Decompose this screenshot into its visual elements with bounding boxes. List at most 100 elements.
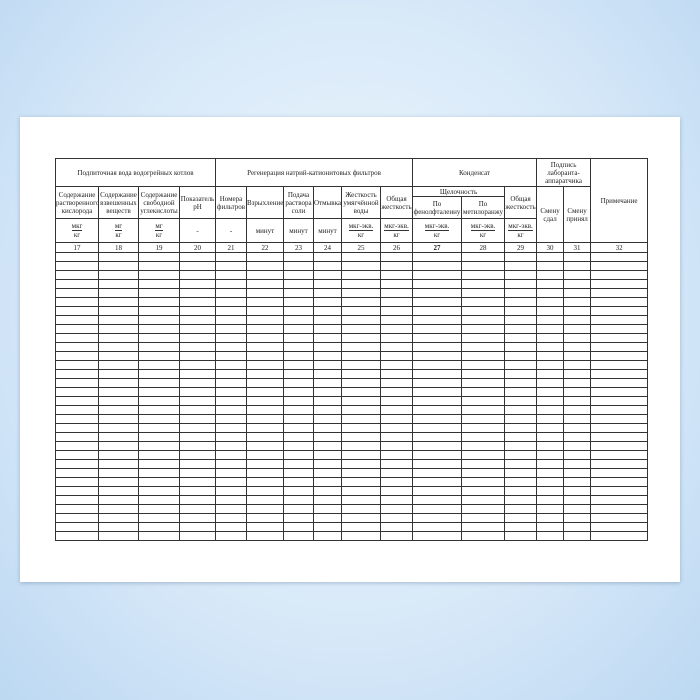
data-cell[interactable]: [98, 486, 139, 496]
data-cell[interactable]: [536, 423, 565, 433]
data-cell[interactable]: [179, 495, 216, 505]
data-cell[interactable]: [283, 360, 314, 370]
data-cell[interactable]: [138, 252, 180, 262]
data-cell[interactable]: [461, 486, 506, 496]
data-cell[interactable]: [179, 315, 216, 325]
data-cell[interactable]: [313, 477, 342, 487]
data-cell[interactable]: [412, 297, 463, 307]
data-cell[interactable]: [412, 450, 463, 460]
data-cell[interactable]: [246, 414, 284, 424]
data-cell[interactable]: [283, 297, 314, 307]
data-cell[interactable]: [504, 297, 538, 307]
data-cell[interactable]: [55, 531, 99, 541]
data-cell[interactable]: [536, 252, 565, 262]
data-cell[interactable]: [179, 504, 216, 514]
data-cell[interactable]: [590, 297, 649, 307]
data-cell[interactable]: [98, 279, 139, 289]
data-cell[interactable]: [461, 423, 506, 433]
data-cell[interactable]: [138, 450, 180, 460]
data-cell[interactable]: [283, 279, 314, 289]
data-cell[interactable]: [590, 531, 649, 541]
data-cell[interactable]: [138, 369, 180, 379]
data-cell[interactable]: [313, 342, 342, 352]
data-cell[interactable]: [283, 486, 314, 496]
data-cell[interactable]: [98, 288, 139, 298]
data-cell[interactable]: [313, 360, 342, 370]
data-cell[interactable]: [341, 477, 381, 487]
data-cell[interactable]: [55, 513, 99, 523]
data-cell[interactable]: [412, 468, 463, 478]
data-cell[interactable]: [536, 315, 565, 325]
data-cell[interactable]: [536, 414, 565, 424]
data-cell[interactable]: [461, 378, 506, 388]
data-cell[interactable]: [246, 405, 284, 415]
data-cell[interactable]: [55, 369, 99, 379]
data-cell[interactable]: [341, 459, 381, 469]
data-cell[interactable]: [246, 333, 284, 343]
data-cell[interactable]: [215, 531, 247, 541]
data-cell[interactable]: [461, 387, 506, 397]
data-cell[interactable]: [563, 423, 592, 433]
data-cell[interactable]: [215, 450, 247, 460]
data-cell[interactable]: [412, 477, 463, 487]
data-cell[interactable]: [55, 486, 99, 496]
data-cell[interactable]: [313, 324, 342, 334]
data-cell[interactable]: [590, 324, 649, 334]
data-cell[interactable]: [461, 522, 506, 532]
data-cell[interactable]: [379, 531, 414, 541]
data-cell[interactable]: [461, 369, 506, 379]
data-cell[interactable]: [341, 513, 381, 523]
data-cell[interactable]: [138, 324, 180, 334]
data-cell[interactable]: [215, 513, 247, 523]
data-cell[interactable]: [590, 369, 649, 379]
data-cell[interactable]: [55, 414, 99, 424]
data-cell[interactable]: [313, 513, 342, 523]
data-cell[interactable]: [313, 468, 342, 478]
data-cell[interactable]: [313, 306, 342, 316]
data-cell[interactable]: [590, 495, 649, 505]
data-cell[interactable]: [341, 531, 381, 541]
data-cell[interactable]: [98, 324, 139, 334]
data-cell[interactable]: [215, 441, 247, 451]
data-cell[interactable]: [341, 270, 381, 280]
data-cell[interactable]: [461, 315, 506, 325]
data-cell[interactable]: [138, 432, 180, 442]
data-cell[interactable]: [138, 378, 180, 388]
data-cell[interactable]: [590, 378, 649, 388]
data-cell[interactable]: [313, 297, 342, 307]
data-cell[interactable]: [98, 423, 139, 433]
data-cell[interactable]: [138, 441, 180, 451]
data-cell[interactable]: [283, 414, 314, 424]
data-cell[interactable]: [341, 342, 381, 352]
data-cell[interactable]: [98, 369, 139, 379]
data-cell[interactable]: [412, 432, 463, 442]
data-cell[interactable]: [98, 531, 139, 541]
data-cell[interactable]: [504, 351, 538, 361]
data-cell[interactable]: [179, 297, 216, 307]
data-cell[interactable]: [379, 396, 414, 406]
data-cell[interactable]: [412, 495, 463, 505]
data-cell[interactable]: [246, 495, 284, 505]
data-cell[interactable]: [283, 495, 314, 505]
data-cell[interactable]: [98, 387, 139, 397]
data-cell[interactable]: [563, 432, 592, 442]
data-cell[interactable]: [504, 459, 538, 469]
data-cell[interactable]: [341, 360, 381, 370]
data-cell[interactable]: [55, 522, 99, 532]
data-cell[interactable]: [341, 351, 381, 361]
data-cell[interactable]: [504, 252, 538, 262]
data-cell[interactable]: [341, 279, 381, 289]
data-cell[interactable]: [179, 396, 216, 406]
data-cell[interactable]: [379, 459, 414, 469]
data-cell[interactable]: [590, 504, 649, 514]
data-cell[interactable]: [563, 414, 592, 424]
data-cell[interactable]: [98, 504, 139, 514]
data-cell[interactable]: [246, 378, 284, 388]
data-cell[interactable]: [504, 468, 538, 478]
data-cell[interactable]: [246, 324, 284, 334]
data-cell[interactable]: [283, 477, 314, 487]
data-cell[interactable]: [138, 468, 180, 478]
data-cell[interactable]: [246, 441, 284, 451]
data-cell[interactable]: [179, 306, 216, 316]
data-cell[interactable]: [536, 360, 565, 370]
